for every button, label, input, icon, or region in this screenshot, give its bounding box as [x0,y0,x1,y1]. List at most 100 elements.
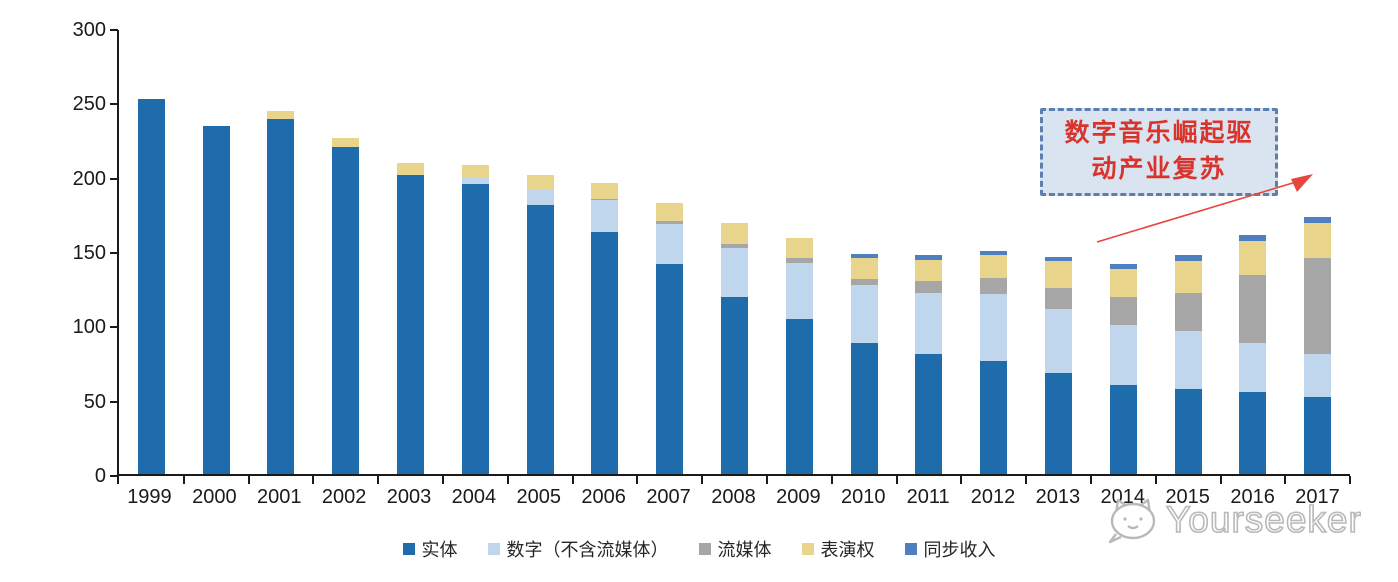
segment-performance-rights [1239,240,1267,275]
segment-physical [850,343,878,474]
bar-2017 [1304,216,1332,474]
segment-digital-excl-streaming [526,188,554,205]
legend-swatch-performance-rights [801,543,814,555]
bar-2004 [461,164,489,474]
bar-2005 [526,175,554,474]
bar-cell-1999 [119,30,185,484]
segment-streaming [656,221,684,225]
y-tick-mark [110,252,118,254]
segment-physical [202,126,230,474]
segment-digital-excl-streaming [1174,331,1202,390]
segment-streaming [785,258,813,263]
y-tick-mark [110,177,118,180]
y-tick-label: 250 [72,93,106,116]
segment-streaming [721,243,749,249]
legend-label-streaming: 流媒体 [717,540,772,560]
segment-physical [591,231,619,474]
cat-logo-icon [1108,498,1156,544]
bar-1999 [137,99,165,474]
legend-label-performance-rights: 表演权 [820,540,875,560]
segment-digital-excl-streaming [785,262,813,320]
x-tick-label: 2012 [970,486,1016,508]
bar-2003 [397,163,425,474]
segment-streaming [1109,297,1137,326]
bar-2009 [785,237,813,474]
segment-performance-rights [785,237,813,259]
x-tick-label: 1999 [127,486,172,508]
legend-item-streaming: 流媒体 [698,536,772,562]
segment-streaming [1045,288,1073,309]
y-tick-mark [110,326,118,329]
segment-digital-excl-streaming [721,248,749,298]
segment-physical [980,360,1008,474]
segment-streaming [591,198,619,201]
x-tick-label: 2001 [256,486,302,508]
y-tick-mark [110,29,118,31]
segment-sync-revenue [1174,255,1202,262]
segment-physical [332,146,360,474]
legend-label-sync-revenue: 同步收入 [923,540,996,560]
x-tick-label: 2009 [776,486,821,508]
segment-physical [1109,384,1137,474]
segment-physical [461,184,489,474]
segment-digital-excl-streaming [980,294,1008,361]
segment-digital-excl-streaming [656,224,684,265]
segment-digital-excl-streaming [850,285,878,344]
segment-performance-rights [526,175,554,189]
segment-streaming [1174,292,1202,332]
segment-performance-rights [1045,261,1073,289]
bar-cell-2004 [443,30,509,484]
segment-digital-excl-streaming [461,176,489,185]
segment-streaming [1304,258,1332,354]
bar-cell-2002 [313,30,379,484]
x-tick-label: 2017 [1295,486,1340,508]
legend-swatch-digital-excl-streaming [487,543,500,555]
bar-cell-2011 [897,30,963,484]
segment-performance-rights [461,164,489,177]
bar-cell-2005 [508,30,574,484]
segment-performance-rights [850,258,878,280]
bar-cell-2014 [1091,30,1157,484]
bar-2015 [1174,255,1202,474]
legend-item-digital-excl-streaming: 数字（不含流媒体） [487,536,669,562]
segment-streaming [915,280,943,293]
legend-item-performance-rights: 表演权 [801,536,875,562]
legend-item-physical: 实体 [402,536,458,562]
y-tick-mark [110,475,118,477]
segment-physical [656,264,684,474]
segment-digital-excl-streaming [1045,308,1073,373]
bar-cell-2015 [1156,30,1222,484]
bar-2012 [980,251,1008,474]
y-tick-mark [110,400,118,403]
y-tick-label: 100 [72,316,106,339]
segment-performance-rights [397,163,425,176]
bar-2016 [1239,234,1267,474]
legend-label-digital-excl-streaming: 数字（不含流媒体） [506,540,669,560]
x-tick-label: 2010 [840,486,886,508]
x-tick-label: 2002 [321,486,367,508]
bar-cell-2003 [378,30,444,484]
bar-cell-2008 [702,30,768,484]
legend-swatch-sync-revenue [904,543,917,555]
segment-physical [1239,392,1267,474]
segment-performance-rights [656,203,684,222]
annotation-line-1: 数字音乐崛起驱 [1064,120,1254,147]
legend-item-sync-revenue: 同步收入 [904,536,996,562]
bar-2010 [850,253,878,474]
bar-cell-2010 [832,30,898,484]
bar-cell-2000 [184,30,250,484]
bar-2008 [721,222,749,474]
segment-physical [397,175,425,474]
legend: 实体 数字（不含流媒体） 流媒体 表演权 同步收入 [0,536,1398,562]
segment-performance-rights [980,255,1008,278]
segment-streaming [850,279,878,286]
segment-sync-revenue [1304,216,1332,223]
segment-performance-rights [1174,261,1202,293]
bar-cell-2012 [961,30,1027,484]
y-tick-mark [110,103,118,106]
bar-2002 [332,138,360,474]
plot-area [117,30,1351,484]
bar-2013 [1045,256,1073,474]
segment-physical [1174,389,1202,474]
segment-physical [267,118,295,474]
